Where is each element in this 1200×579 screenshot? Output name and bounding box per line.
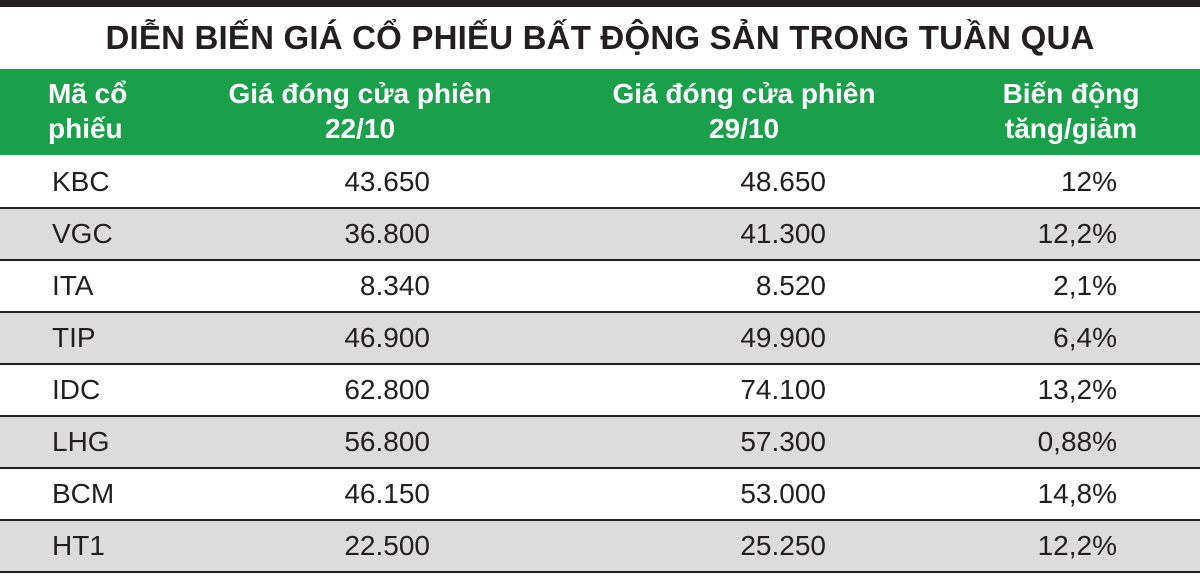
cell-stock-code: HT1: [52, 530, 105, 561]
cell-price-2910: 74.100: [740, 374, 826, 405]
header-close-price-2910: Giá đóng cửa phiên 29/10: [586, 76, 902, 146]
cell-change: 0,88%: [1037, 426, 1117, 457]
header-stock-code-line2: phiếu: [48, 113, 123, 144]
cell-price-2210: 22.500: [344, 530, 430, 561]
cell-price-2210: 36.800: [344, 218, 430, 249]
stock-price-table: Mã cổ phiếu Giá đóng cửa phiên 22/10 Giá…: [0, 69, 1200, 573]
header-close-price-2210-line1: Giá đóng cửa phiên: [228, 78, 492, 109]
cell-stock-code: IDC: [52, 374, 101, 405]
table-row: KBC 43.650 48.650 12%: [0, 157, 1200, 209]
cell-price-2910: 49.900: [740, 322, 826, 353]
cell-change: 2,1%: [1053, 270, 1117, 301]
cell-change: 14,8%: [1037, 478, 1117, 509]
header-change: Biến động tăng/giảm: [960, 76, 1182, 146]
cell-stock-code: TIP: [52, 322, 96, 353]
cell-price-2210: 56.800: [344, 426, 430, 457]
cell-change: 13,2%: [1037, 374, 1117, 405]
table-row: BCM 46.150 53.000 14,8%: [0, 469, 1200, 521]
cell-price-2910: 53.000: [740, 478, 826, 509]
cell-price-2910: 8.520: [755, 270, 826, 301]
cell-price-2210: 46.900: [344, 322, 430, 353]
cell-price-2210: 62.800: [344, 374, 430, 405]
table-row: HT1 22.500 25.250 12,2%: [0, 521, 1200, 573]
header-stock-code: Mã cổ phiếu: [48, 76, 208, 146]
table-header-row: Mã cổ phiếu Giá đóng cửa phiên 22/10 Giá…: [0, 69, 1200, 157]
top-rule: [0, 0, 1200, 7]
cell-stock-code: ITA: [52, 270, 94, 301]
cell-price-2910: 48.650: [740, 166, 826, 197]
cell-change: 12,2%: [1037, 218, 1117, 249]
header-close-price-2210: Giá đóng cửa phiên 22/10: [200, 76, 520, 146]
table-row: ITA 8.340 8.520 2,1%: [0, 261, 1200, 313]
header-change-line1: Biến động: [1002, 78, 1140, 109]
cell-price-2210: 8.340: [359, 270, 430, 301]
header-change-line2: tăng/giảm: [1004, 113, 1138, 144]
cell-price-2910: 41.300: [740, 218, 826, 249]
cell-stock-code: LHG: [52, 426, 110, 457]
table-title: DIỄN BIẾN GIÁ CỔ PHIẾU BẤT ĐỘNG SẢN TRON…: [105, 19, 1095, 56]
table-row: VGC 36.800 41.300 12,2%: [0, 209, 1200, 261]
cell-price-2210: 43.650: [344, 166, 430, 197]
table-row: TIP 46.900 49.900 6,4%: [0, 313, 1200, 365]
cell-stock-code: VGC: [52, 218, 113, 249]
header-close-price-2910-line1: Giá đóng cửa phiên: [612, 78, 876, 109]
table-row: IDC 62.800 74.100 13,2%: [0, 365, 1200, 417]
table-row: LHG 56.800 57.300 0,88%: [0, 417, 1200, 469]
cell-change: 6,4%: [1053, 322, 1117, 353]
cell-change: 12%: [1060, 166, 1117, 197]
cell-price-2910: 57.300: [740, 426, 826, 457]
cell-price-2210: 46.150: [344, 478, 430, 509]
cell-price-2910: 25.250: [740, 530, 826, 561]
cell-stock-code: BCM: [52, 478, 115, 509]
header-close-price-2210-line2: 22/10: [324, 113, 396, 144]
header-close-price-2910-line2: 29/10: [708, 113, 780, 144]
cell-change: 12,2%: [1037, 530, 1117, 561]
cell-stock-code: KBC: [52, 166, 110, 197]
header-stock-code-line1: Mã cổ: [48, 78, 128, 109]
